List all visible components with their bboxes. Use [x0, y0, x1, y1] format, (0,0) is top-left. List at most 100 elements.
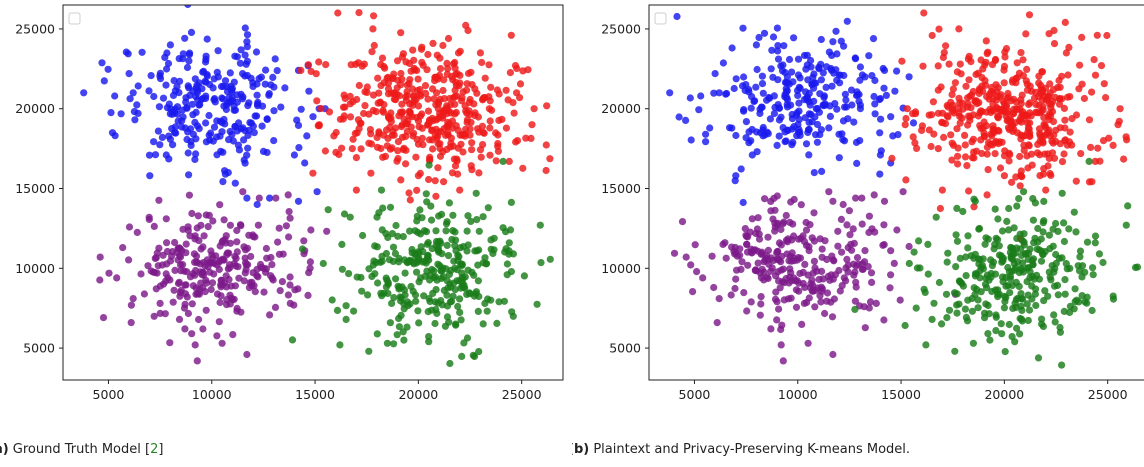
scatter-point-red [1041, 124, 1050, 132]
scatter-point-green [932, 213, 940, 221]
scatter-point-purple [870, 191, 878, 199]
scatter-point-purple [879, 241, 887, 249]
scatter-point-purple [215, 318, 223, 326]
scatter-point-red [516, 94, 524, 102]
scatter-point-green [998, 227, 1007, 235]
scatter-point-red [439, 108, 447, 116]
scatter-point-green [474, 261, 482, 269]
scatter-point-red [379, 106, 387, 115]
scatter-point-red [1022, 30, 1030, 38]
scatter-point-purple [223, 301, 231, 309]
scatter-point-blue [243, 194, 251, 202]
scatter-point-purple [813, 267, 821, 275]
scatter-point-red [411, 96, 419, 104]
scatter-point-red [985, 138, 993, 146]
scatter-point-red [969, 135, 978, 143]
scatter-point-red [466, 131, 474, 139]
scatter-point-green [935, 278, 943, 287]
scatter-point-red [493, 86, 501, 94]
scatter-point-green [1003, 217, 1011, 225]
scatter-point-red [468, 166, 476, 174]
scatter-point-purple [829, 197, 837, 205]
scatter-point-green [962, 272, 970, 280]
scatter-point-purple [282, 222, 290, 230]
scatter-point-green [475, 227, 483, 235]
scatter-point-blue [757, 129, 765, 137]
scatter-point-blue [191, 155, 199, 163]
x-tick-label: 15000 [295, 387, 335, 402]
scatter-point-purple [737, 265, 745, 273]
scatter-point-green [1089, 264, 1097, 272]
scatter-point-red [397, 29, 405, 37]
scatter-point-blue [117, 110, 125, 118]
scatter-point-purple [180, 304, 189, 312]
scatter-point-purple [731, 284, 739, 293]
scatter-point-blue [171, 129, 179, 137]
scatter-point-blue [841, 90, 849, 98]
scatter-point-purple [177, 286, 185, 294]
scatter-point-green [424, 308, 432, 316]
scatter-point-red [481, 74, 489, 82]
scatter-point-purple [804, 271, 812, 279]
scatter-point-purple [678, 218, 687, 226]
x-tick-label: 10000 [192, 387, 232, 402]
scatter-point-purple [740, 289, 748, 297]
scatter-point-blue [767, 65, 775, 73]
scatter-point-purple [767, 325, 775, 333]
points-layer [666, 9, 1142, 369]
scatter-point-blue [805, 98, 813, 106]
scatter-point-purple [192, 252, 201, 260]
scatter-point-red [433, 89, 441, 97]
scatter-point-red [982, 58, 990, 66]
scatter-point-red [1046, 109, 1054, 118]
scatter-point-blue [803, 51, 811, 59]
scatter-point-purple [286, 273, 294, 281]
scatter-point-purple [834, 242, 842, 250]
scatter-point-purple [896, 296, 904, 304]
scatter-point-green [953, 237, 962, 245]
scatter-point-green [990, 245, 998, 253]
scatter-point-green [1038, 320, 1046, 328]
scatter-point-purple [858, 260, 866, 268]
scatter-point-purple [216, 298, 224, 307]
scatter-point-red [963, 162, 971, 170]
scatter-point-red [980, 118, 988, 126]
scatter-point-red [388, 144, 396, 152]
scatter-point-blue [795, 115, 803, 124]
scatter-point-red [1016, 182, 1024, 190]
scatter-point-red [1049, 86, 1058, 94]
scatter-point-red [1072, 177, 1080, 185]
scatter-point-red [990, 127, 998, 135]
scatter-point-blue [865, 52, 873, 60]
scatter-point-purple [851, 268, 859, 276]
scatter-point-purple [845, 207, 853, 215]
scatter-point-red [1035, 93, 1043, 101]
scatter-point-blue [156, 141, 164, 149]
scatter-point-blue [181, 34, 189, 42]
scatter-point-purple [861, 324, 869, 332]
scatter-point-blue [205, 111, 213, 120]
scatter-point-blue [250, 129, 258, 137]
scatter-point-red [956, 119, 964, 127]
y-tick-label: 20000 [601, 101, 641, 116]
scatter-point-red [360, 109, 368, 118]
scatter-point-blue [203, 72, 211, 80]
scatter-point-green [377, 289, 385, 297]
scatter-point-green [489, 249, 497, 258]
scatter-point-blue [835, 130, 843, 138]
scatter-point-blue [785, 55, 794, 64]
citation-link[interactable]: 2 [150, 442, 159, 457]
scatter-point-red [440, 178, 448, 186]
scatter-point-green [458, 352, 466, 360]
scatter-point-red [444, 118, 452, 126]
scatter-point-blue [783, 95, 791, 104]
scatter-point-green [400, 286, 409, 294]
scatter-point-green [533, 300, 541, 308]
scatter-point-blue [98, 59, 106, 67]
scatter-point-green [425, 333, 433, 341]
scatter-point-green [1109, 292, 1117, 300]
scatter-point-red [413, 186, 421, 194]
scatter-point-red [452, 78, 460, 86]
scatter-point-purple [227, 282, 235, 290]
scatter-point-red [384, 79, 392, 87]
